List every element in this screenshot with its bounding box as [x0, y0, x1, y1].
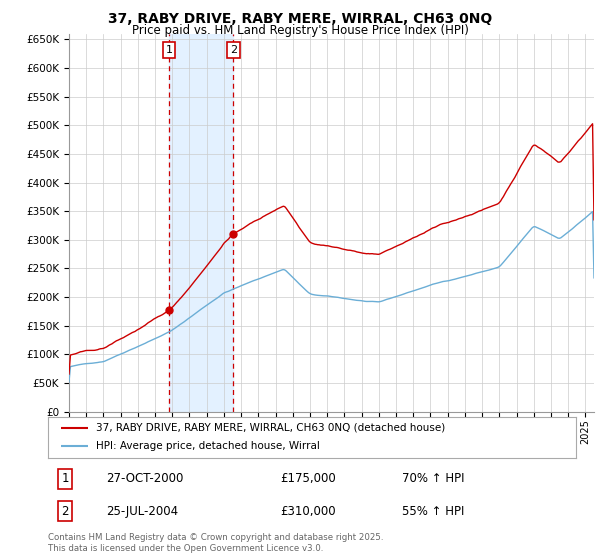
Text: 55% ↑ HPI: 55% ↑ HPI [402, 505, 464, 517]
Text: Price paid vs. HM Land Registry's House Price Index (HPI): Price paid vs. HM Land Registry's House … [131, 24, 469, 36]
Text: 27-OCT-2000: 27-OCT-2000 [106, 473, 184, 486]
Text: 70% ↑ HPI: 70% ↑ HPI [402, 473, 464, 486]
Text: 2: 2 [61, 505, 69, 517]
Text: 1: 1 [61, 473, 69, 486]
Text: 25-JUL-2004: 25-JUL-2004 [106, 505, 178, 517]
Text: 2: 2 [230, 45, 237, 55]
Text: £175,000: £175,000 [280, 473, 336, 486]
Text: 37, RABY DRIVE, RABY MERE, WIRRAL, CH63 0NQ: 37, RABY DRIVE, RABY MERE, WIRRAL, CH63 … [108, 12, 492, 26]
Bar [169, 34, 233, 412]
Text: HPI: Average price, detached house, Wirral: HPI: Average price, detached house, Wirr… [95, 441, 319, 451]
Text: £310,000: £310,000 [280, 505, 336, 517]
Text: 1: 1 [166, 45, 173, 55]
Text: 37, RABY DRIVE, RABY MERE, WIRRAL, CH63 0NQ (detached house): 37, RABY DRIVE, RABY MERE, WIRRAL, CH63 … [95, 423, 445, 433]
Text: Contains HM Land Registry data © Crown copyright and database right 2025.
This d: Contains HM Land Registry data © Crown c… [48, 533, 383, 553]
